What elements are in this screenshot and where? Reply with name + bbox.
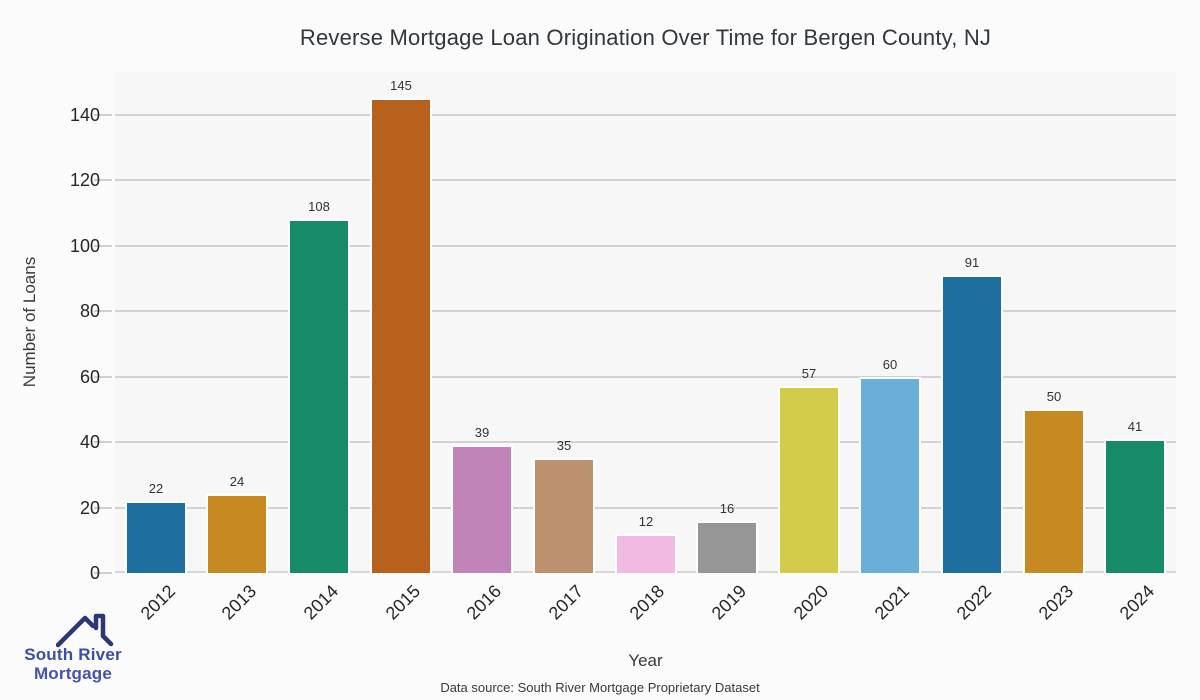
bar-2017 — [533, 458, 595, 573]
bar-value-label: 24 — [229, 474, 245, 489]
bar-value-label: 22 — [148, 481, 164, 496]
bar-value-label: 39 — [474, 425, 490, 440]
y-tick-mark — [94, 572, 112, 574]
x-tick-label: 2014 — [299, 581, 343, 624]
bar-value-label: 145 — [390, 78, 412, 93]
bar-value-label: 35 — [556, 438, 572, 453]
gridline — [115, 506, 1176, 509]
bar-value-label: 16 — [719, 501, 735, 516]
bar-2016 — [451, 445, 513, 573]
house-roof-icon — [56, 613, 114, 648]
x-axis-label: Year — [628, 651, 663, 670]
bar-value-label: 108 — [308, 199, 330, 214]
logo: South River Mortgage — [12, 612, 134, 692]
x-tick-label: 2015 — [381, 581, 424, 624]
y-tick-mark — [94, 113, 112, 116]
gridline — [115, 310, 1176, 313]
x-tick-label: 2017 — [544, 581, 588, 624]
x-tick-label: 2024 — [1115, 581, 1159, 624]
bar-2023 — [1023, 409, 1085, 573]
y-tick-label: 80 — [79, 301, 100, 322]
y-tick-mark — [94, 506, 112, 509]
y-tick-mark — [94, 244, 112, 247]
logo-text-line2: Mortgage — [33, 664, 113, 683]
gridline — [115, 375, 1176, 378]
bar-2015 — [370, 98, 432, 573]
y-axis-label: Number of Loans — [20, 256, 39, 388]
y-tick-mark — [94, 179, 112, 182]
y-tick-label: 140 — [69, 104, 100, 125]
bar-2022 — [941, 275, 1003, 573]
x-tick-label: 2013 — [218, 581, 261, 624]
bar-value-label: 12 — [638, 514, 654, 529]
bar-2021 — [859, 377, 921, 573]
bar-value-label: 57 — [801, 366, 817, 381]
bar-2024 — [1104, 439, 1166, 573]
y-tick-label: 120 — [69, 170, 100, 191]
bar-2014 — [288, 219, 350, 573]
gridline — [115, 244, 1176, 247]
data-source-note: Data source: South River Mortgage Propri… — [440, 680, 760, 695]
bar-value-label: 60 — [882, 357, 898, 372]
bar-value-label: 41 — [1127, 419, 1143, 434]
y-tick-mark — [94, 441, 112, 444]
bar-2019 — [696, 521, 758, 573]
y-tick-mark — [94, 310, 112, 313]
y-tick-label: 100 — [69, 235, 100, 256]
x-tick-label: 2018 — [626, 581, 669, 624]
x-tick-label: 2023 — [1034, 581, 1077, 624]
chart-title: Reverse Mortgage Loan Origination Over T… — [299, 25, 992, 50]
logo-text-line1: South River — [24, 645, 122, 664]
bar-value-label: 50 — [1046, 389, 1062, 404]
bar-2013 — [206, 494, 268, 573]
x-tick-label: 2020 — [789, 581, 832, 624]
x-tick-label: 2012 — [136, 581, 179, 624]
bar-2012 — [125, 501, 187, 573]
x-tick-label: 2019 — [707, 581, 751, 624]
x-tick-label: 2022 — [952, 581, 996, 624]
bar-value-label: 91 — [964, 255, 980, 270]
y-tick-label: 0 — [89, 563, 100, 583]
gridline — [115, 179, 1176, 182]
y-tick-mark — [94, 375, 112, 378]
y-tick-label: 40 — [79, 432, 100, 453]
x-tick-label: 2016 — [462, 581, 506, 624]
plot-area — [115, 72, 1176, 573]
gridline — [115, 441, 1176, 444]
gridline — [115, 113, 1176, 116]
y-tick-label: 20 — [79, 497, 100, 518]
bar-2018 — [615, 534, 677, 573]
bar-2020 — [778, 386, 840, 573]
y-tick-label: 60 — [79, 366, 100, 387]
x-tick-label: 2021 — [871, 581, 914, 624]
